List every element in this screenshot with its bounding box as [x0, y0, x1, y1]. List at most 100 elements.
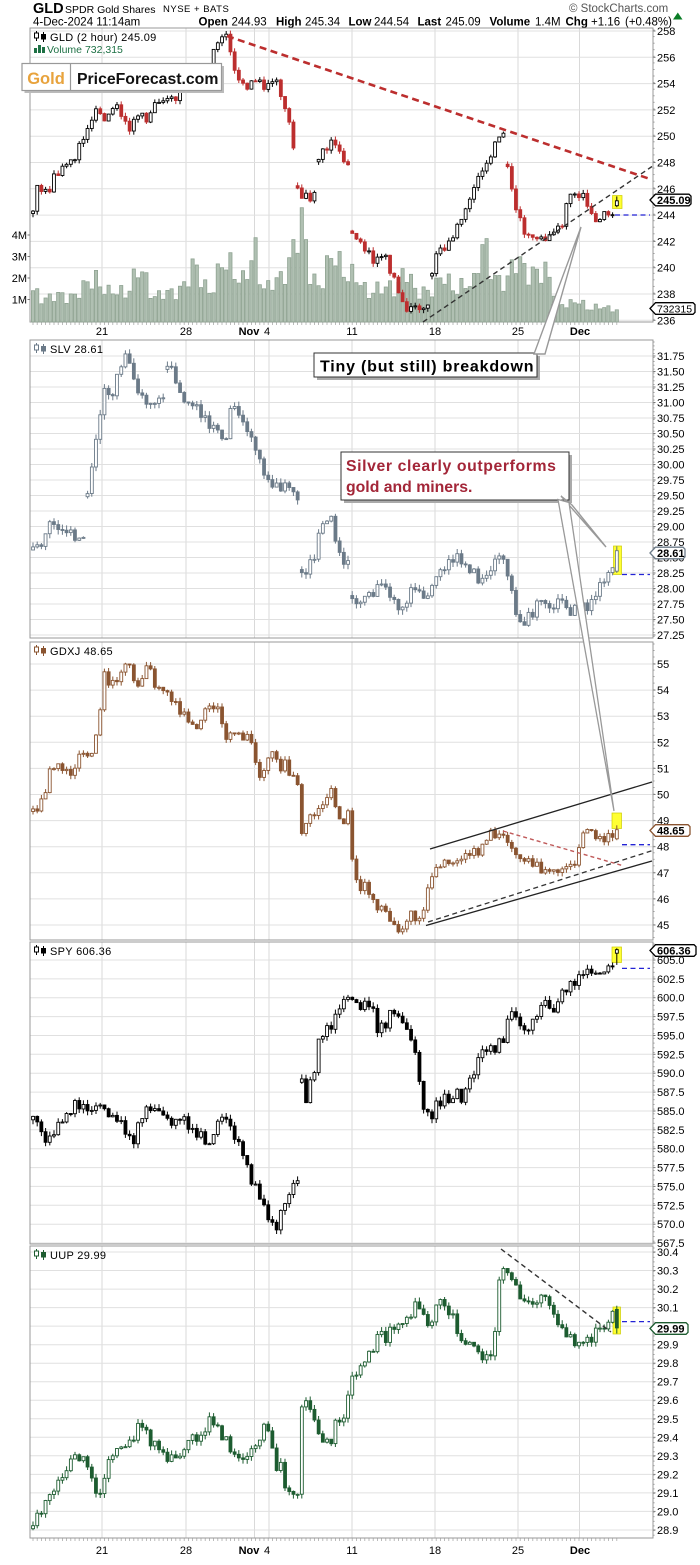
svg-text:244.54: 244.54	[374, 17, 410, 29]
svg-text:GLD (2 hour) 245.09: GLD (2 hour) 245.09	[50, 32, 157, 44]
svg-text:+1.16: +1.16	[591, 17, 620, 29]
svg-text:27.25: 27.25	[657, 630, 685, 642]
svg-text:567.5: 567.5	[657, 1238, 685, 1250]
svg-text:28: 28	[180, 1545, 192, 1557]
svg-text:30.1: 30.1	[657, 1303, 678, 1315]
svg-text:587.5: 587.5	[657, 1087, 685, 1099]
svg-text:28: 28	[180, 326, 192, 338]
svg-text:29.00: 29.00	[657, 522, 685, 534]
svg-text:29.8: 29.8	[657, 1358, 678, 1370]
svg-text:30.00: 30.00	[657, 460, 685, 472]
svg-text:NYSE + BATS: NYSE + BATS	[163, 4, 229, 15]
svg-text:47: 47	[657, 868, 669, 880]
svg-text:© StockCharts.com: © StockCharts.com	[569, 3, 668, 15]
svg-text:1M: 1M	[12, 295, 27, 307]
svg-text:28.25: 28.25	[657, 568, 685, 580]
svg-text:SLV 28.61: SLV 28.61	[50, 344, 103, 356]
svg-text:29.25: 29.25	[657, 506, 685, 518]
svg-text:29.7: 29.7	[657, 1377, 678, 1389]
svg-text:575.0: 575.0	[657, 1181, 685, 1193]
svg-text:246: 246	[657, 184, 675, 196]
svg-text:Volume 732,315: Volume 732,315	[47, 44, 123, 56]
svg-text:580.0: 580.0	[657, 1144, 685, 1156]
svg-text:592.5: 592.5	[657, 1049, 685, 1061]
svg-text:582.5: 582.5	[657, 1125, 685, 1137]
svg-text:Dec: Dec	[570, 326, 590, 338]
svg-text:28.00: 28.00	[657, 584, 685, 596]
svg-text:29.3: 29.3	[657, 1451, 678, 1463]
svg-text:3M: 3M	[12, 252, 27, 264]
svg-text:Volume: Volume	[490, 17, 531, 29]
svg-text:244.93: 244.93	[232, 17, 267, 29]
svg-text:602.5: 602.5	[657, 974, 685, 986]
svg-text:29.9: 29.9	[657, 1340, 678, 1352]
svg-text:Nov: Nov	[239, 1545, 261, 1557]
svg-text:244: 244	[657, 210, 675, 222]
svg-text:High: High	[276, 17, 302, 29]
svg-text:21: 21	[96, 1545, 108, 1557]
svg-text:Dec: Dec	[570, 1545, 590, 1557]
svg-text:29.0: 29.0	[657, 1506, 678, 1518]
svg-text:18: 18	[429, 1545, 441, 1557]
svg-text:52: 52	[657, 737, 669, 749]
svg-text:30.2: 30.2	[657, 1284, 678, 1296]
svg-text:50: 50	[657, 790, 669, 802]
svg-text:28.75: 28.75	[657, 537, 685, 549]
svg-text:46: 46	[657, 894, 669, 906]
svg-text:590.0: 590.0	[657, 1068, 685, 1080]
svg-text:30.50: 30.50	[657, 429, 685, 441]
svg-text:11: 11	[346, 1545, 357, 1557]
svg-text:GLD: GLD	[33, 1, 64, 17]
svg-text:PriceForecast.com: PriceForecast.com	[77, 71, 218, 88]
svg-text:597.5: 597.5	[657, 1012, 685, 1024]
svg-text:585.0: 585.0	[657, 1106, 685, 1118]
svg-text:258: 258	[657, 26, 675, 38]
svg-text:606.36: 606.36	[657, 945, 691, 957]
svg-text:Low: Low	[349, 17, 372, 29]
svg-text:30.3: 30.3	[657, 1266, 678, 1278]
svg-text:28.9: 28.9	[657, 1525, 678, 1537]
svg-text:31.75: 31.75	[657, 351, 685, 363]
svg-text:29.2: 29.2	[657, 1469, 678, 1481]
svg-text:256: 256	[657, 52, 675, 64]
svg-text:11: 11	[346, 326, 357, 338]
svg-text:595.0: 595.0	[657, 1031, 685, 1043]
svg-text:250: 250	[657, 131, 675, 143]
svg-text:2M: 2M	[12, 273, 27, 285]
svg-text:4: 4	[264, 1545, 270, 1557]
svg-text:Chg: Chg	[566, 17, 588, 29]
svg-text:245.09: 245.09	[657, 195, 691, 207]
svg-text:25: 25	[512, 1545, 524, 1557]
svg-text:48: 48	[657, 842, 669, 854]
svg-text:27.75: 27.75	[657, 599, 685, 611]
svg-text:29.1: 29.1	[657, 1488, 678, 1500]
svg-text:27.50: 27.50	[657, 615, 685, 627]
svg-text:(+0.48%): (+0.48%)	[625, 17, 672, 29]
svg-text:31.25: 31.25	[657, 382, 685, 394]
svg-text:4M: 4M	[12, 230, 27, 242]
svg-text:732315: 732315	[657, 303, 692, 315]
svg-text:gold and miners.: gold and miners.	[346, 479, 472, 496]
svg-text:240: 240	[657, 263, 675, 275]
svg-text:Gold: Gold	[27, 70, 65, 88]
svg-text:4-Dec-2024 11:14am: 4-Dec-2024 11:14am	[33, 17, 140, 29]
svg-text:29.50: 29.50	[657, 491, 685, 503]
svg-text:21: 21	[96, 326, 108, 338]
svg-text:245.09: 245.09	[446, 17, 481, 29]
svg-text:570.0: 570.0	[657, 1219, 685, 1231]
svg-text:245.34: 245.34	[305, 17, 341, 29]
svg-text:Silver clearly outperforms: Silver clearly outperforms	[346, 458, 557, 475]
svg-text:45: 45	[657, 920, 669, 932]
svg-text:GDXJ 48.65: GDXJ 48.65	[50, 646, 113, 658]
svg-text:577.5: 577.5	[657, 1163, 685, 1175]
svg-text:30.25: 30.25	[657, 444, 685, 456]
svg-text:30.4: 30.4	[657, 1247, 678, 1259]
svg-text:238: 238	[657, 289, 675, 301]
svg-text:600.0: 600.0	[657, 993, 685, 1005]
svg-text:29.4: 29.4	[657, 1432, 678, 1444]
svg-text:30.75: 30.75	[657, 413, 685, 425]
svg-text:236: 236	[657, 315, 675, 327]
svg-text:1.4M: 1.4M	[535, 17, 561, 29]
svg-text:53: 53	[657, 711, 669, 723]
svg-text:18: 18	[429, 326, 441, 338]
